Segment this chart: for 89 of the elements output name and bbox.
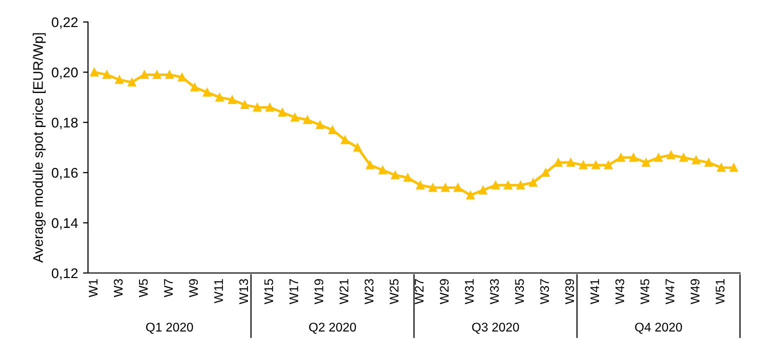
x-tick-label: W49 <box>690 279 700 304</box>
point <box>666 150 676 160</box>
point <box>616 153 626 162</box>
x-tick-label: W23 <box>364 279 374 304</box>
text: Q1 2020 <box>146 322 193 334</box>
point <box>90 68 98 76</box>
x-tick-label: W3 <box>114 279 123 298</box>
x-tick-label: W33 <box>490 279 499 304</box>
x-tick-label: W17 <box>290 279 298 304</box>
text: Q2 2020 <box>309 322 356 334</box>
point <box>679 153 688 162</box>
y-tick-label: 0,16 <box>52 168 78 180</box>
point <box>528 178 538 187</box>
point <box>340 136 350 144</box>
x-tick-label: W15 <box>264 279 274 304</box>
y-tick-label: 0,14 <box>52 218 78 230</box>
point <box>178 73 186 82</box>
point <box>115 76 124 84</box>
point <box>454 183 462 192</box>
x-tick-label: W1 <box>88 279 98 298</box>
x-tick-label: W25 <box>390 279 399 304</box>
x-tick-label: W29 <box>440 279 449 304</box>
point <box>391 170 400 180</box>
point <box>629 153 638 162</box>
point <box>604 160 613 170</box>
point <box>579 160 588 170</box>
point <box>642 158 650 167</box>
point <box>240 100 249 109</box>
point <box>704 158 713 167</box>
x-tick-label: W19 <box>314 279 324 304</box>
y-tick-label: 0,20 <box>52 68 78 80</box>
point <box>404 173 412 182</box>
point <box>428 183 437 192</box>
point <box>228 96 236 104</box>
x-tick-label: W47 <box>666 279 674 304</box>
y-tick-label: 0,12 <box>52 268 78 280</box>
x-tick-label: W39 <box>565 279 574 304</box>
point <box>190 83 199 92</box>
point <box>378 166 387 174</box>
text: Q4 2020 <box>635 322 682 334</box>
point <box>466 191 475 200</box>
y-tick-label: 0,22 <box>52 17 78 29</box>
point <box>478 186 488 194</box>
point <box>165 70 174 79</box>
text: Q3 2020 <box>472 322 519 334</box>
point <box>692 156 700 164</box>
point <box>441 183 450 192</box>
point <box>717 163 726 172</box>
point <box>730 163 738 172</box>
x-tick-label: W35 <box>515 279 524 304</box>
x-tick-label: W37 <box>540 279 550 304</box>
point <box>592 160 600 170</box>
point <box>366 160 374 170</box>
point <box>328 126 337 134</box>
x-tick-label: W11 <box>214 279 223 304</box>
point <box>278 108 287 117</box>
x-tick-label: W27 <box>414 279 424 304</box>
x-tick-label: W31 <box>464 279 474 304</box>
point <box>554 158 562 167</box>
point <box>566 158 575 167</box>
y-tick-label: 0,18 <box>52 118 78 130</box>
point <box>516 180 525 190</box>
x-tick-label: W13 <box>239 279 248 304</box>
point <box>316 120 324 130</box>
point <box>152 70 162 79</box>
point <box>202 88 212 96</box>
point <box>290 113 300 122</box>
point <box>416 180 424 190</box>
x-tick-label: W45 <box>640 279 650 304</box>
y-axis-title: Average module spot price [EUR/Wp] <box>32 33 46 263</box>
x-tick-label: W41 <box>590 279 600 304</box>
point <box>102 70 111 79</box>
x-tick-label: W51 <box>716 279 725 304</box>
x-tick-label: W43 <box>615 279 624 304</box>
x-tick-label: W5 <box>139 279 148 298</box>
point <box>504 180 512 190</box>
point <box>128 78 136 86</box>
point <box>266 103 274 112</box>
point <box>353 143 362 152</box>
x-tick-label: W7 <box>164 279 173 298</box>
x-tick-label: W9 <box>189 279 198 298</box>
point <box>140 70 149 79</box>
point <box>215 93 224 102</box>
x-tick-label: W21 <box>340 279 348 304</box>
point <box>654 153 663 162</box>
point <box>541 168 550 177</box>
point <box>303 116 312 124</box>
point <box>491 180 500 190</box>
point <box>253 103 262 112</box>
